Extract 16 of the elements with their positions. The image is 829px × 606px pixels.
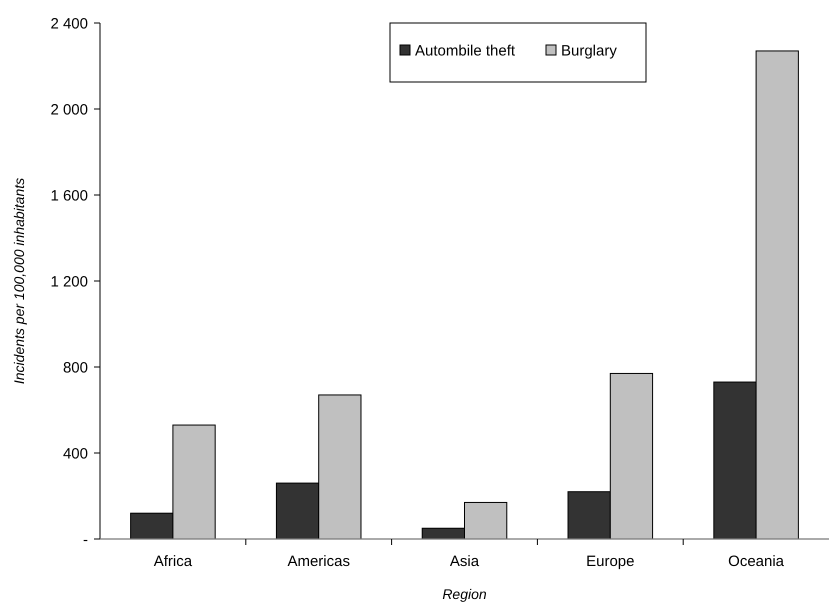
x-tick-label: Asia [450,553,480,570]
y-tick-label: 2 000 [50,101,88,118]
y-axis-title: Incidents per 100,000 inhabitants [11,178,27,384]
y-tick-label: 1 200 [50,273,88,290]
y-tick-label: 400 [62,445,88,462]
legend-label: Burglary [561,42,618,60]
y-tick-label: 800 [62,359,88,376]
x-axis-title: Region [442,586,487,602]
x-tick-label: Africa [154,553,193,570]
y-tick-label: 2 400 [50,15,88,32]
x-tick-label: Europe [586,553,634,570]
x-tick-label: Americas [287,553,350,570]
y-tick-label: - [83,531,88,548]
x-tick-label: Oceania [728,553,785,570]
y-tick-label: 1 600 [50,187,88,204]
legend-label: Autombile theft [415,42,516,60]
